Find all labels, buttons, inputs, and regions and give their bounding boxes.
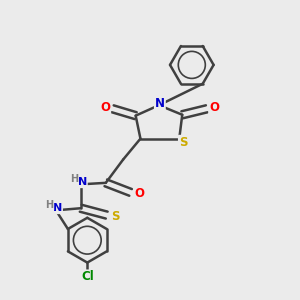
Text: N: N <box>155 97 165 110</box>
Text: H: H <box>45 200 53 210</box>
Text: S: S <box>111 210 119 223</box>
Text: O: O <box>209 101 219 114</box>
Text: Cl: Cl <box>81 270 94 284</box>
Text: N: N <box>78 177 87 187</box>
Text: S: S <box>179 136 188 149</box>
Text: O: O <box>100 101 110 114</box>
Text: O: O <box>134 188 144 200</box>
Text: H: H <box>70 174 78 184</box>
Text: N: N <box>53 203 62 213</box>
